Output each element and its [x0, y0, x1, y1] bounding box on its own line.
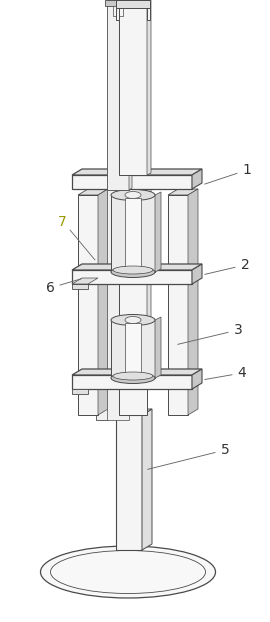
Polygon shape: [125, 323, 141, 375]
Polygon shape: [72, 169, 202, 175]
Polygon shape: [72, 375, 192, 389]
Polygon shape: [192, 264, 202, 284]
Polygon shape: [116, 0, 150, 8]
Polygon shape: [119, 0, 147, 175]
Polygon shape: [111, 195, 155, 272]
Polygon shape: [188, 189, 198, 415]
Polygon shape: [147, 187, 151, 390]
Ellipse shape: [125, 317, 141, 323]
Polygon shape: [72, 389, 88, 394]
Polygon shape: [96, 180, 108, 420]
Polygon shape: [72, 284, 88, 289]
Polygon shape: [155, 192, 161, 272]
Text: 2: 2: [205, 258, 249, 274]
Polygon shape: [142, 409, 152, 550]
Polygon shape: [72, 278, 98, 284]
Polygon shape: [113, 6, 123, 16]
Polygon shape: [72, 369, 202, 375]
Polygon shape: [116, 8, 119, 20]
Polygon shape: [119, 189, 147, 390]
Polygon shape: [168, 189, 198, 195]
Polygon shape: [78, 195, 98, 415]
Text: 4: 4: [205, 366, 247, 380]
Polygon shape: [168, 195, 188, 415]
Polygon shape: [116, 415, 142, 550]
Polygon shape: [192, 169, 202, 189]
Ellipse shape: [40, 546, 215, 598]
Polygon shape: [78, 189, 108, 195]
Text: 1: 1: [205, 163, 251, 184]
Polygon shape: [129, 0, 132, 190]
Ellipse shape: [111, 373, 155, 384]
Polygon shape: [72, 270, 192, 284]
Ellipse shape: [113, 266, 153, 274]
Ellipse shape: [111, 266, 155, 277]
Polygon shape: [107, 0, 129, 190]
Polygon shape: [147, 8, 150, 20]
Polygon shape: [192, 369, 202, 389]
Polygon shape: [147, 0, 151, 175]
Polygon shape: [105, 0, 131, 6]
Polygon shape: [72, 175, 192, 189]
Polygon shape: [119, 389, 147, 415]
Ellipse shape: [113, 372, 153, 380]
Text: 7: 7: [58, 215, 66, 229]
Ellipse shape: [111, 315, 155, 325]
Polygon shape: [116, 409, 152, 415]
Polygon shape: [111, 320, 155, 378]
Ellipse shape: [125, 192, 141, 198]
Polygon shape: [72, 264, 202, 270]
Polygon shape: [125, 198, 141, 269]
Text: 6: 6: [46, 279, 81, 295]
Polygon shape: [155, 317, 161, 378]
Ellipse shape: [111, 190, 155, 200]
Polygon shape: [107, 189, 129, 420]
Text: 5: 5: [148, 443, 230, 470]
Text: 3: 3: [178, 323, 242, 345]
Polygon shape: [98, 189, 108, 415]
